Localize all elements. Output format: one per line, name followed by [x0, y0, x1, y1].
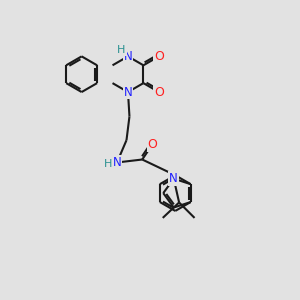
Text: N: N — [124, 85, 132, 98]
Text: N: N — [169, 172, 178, 185]
Text: N: N — [124, 50, 132, 63]
Text: O: O — [154, 85, 164, 98]
Text: O: O — [154, 50, 164, 63]
Text: O: O — [148, 138, 158, 151]
Text: H: H — [117, 45, 126, 55]
Text: H: H — [104, 159, 112, 169]
Text: N: N — [112, 156, 121, 169]
